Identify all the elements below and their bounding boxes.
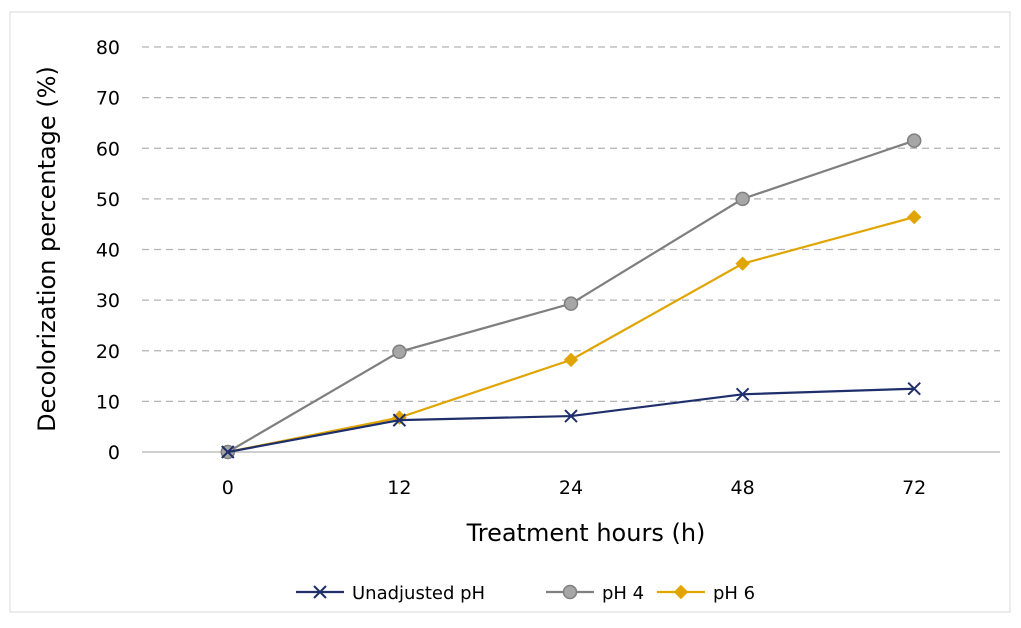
chart-border: [9, 11, 1011, 613]
x-tick-label: 48: [731, 477, 755, 499]
y-tick-label: 20: [96, 341, 120, 363]
y-tick-label: 60: [96, 138, 120, 160]
legend-marker: [673, 584, 689, 600]
legend-label: pH 6: [713, 583, 755, 604]
data-point: [906, 133, 922, 148]
y-tick-label: 80: [96, 37, 120, 59]
legend-item: pH 6: [657, 583, 755, 604]
data-point: [563, 296, 579, 311]
data-point: [735, 387, 750, 401]
legend-label: pH 4: [602, 583, 644, 604]
legend: Unadjusted pH pH 4 pH 6: [296, 583, 755, 604]
series-unadjusted-ph: [221, 382, 921, 459]
y-axis-tick-labels: 0 10 20 30 40 50 60 70 80: [96, 37, 120, 464]
data-point: [735, 256, 750, 271]
data-point: [392, 344, 407, 360]
x-tick-label: 72: [902, 477, 926, 499]
legend-item: pH 4: [546, 583, 644, 604]
y-tick-label: 0: [108, 442, 120, 464]
y-tick-label: 30: [96, 290, 120, 312]
x-tick-label: 24: [559, 477, 583, 499]
gridlines: [142, 46, 1000, 453]
legend-item: Unadjusted pH: [296, 583, 485, 604]
y-tick-label: 50: [96, 189, 120, 211]
data-point: [735, 191, 750, 207]
y-tick-label: 70: [96, 88, 120, 110]
legend-marker: [562, 584, 578, 600]
y-tick-label: 40: [96, 240, 120, 262]
data-point: [906, 209, 922, 225]
data-point: [907, 382, 921, 396]
y-tick-label: 10: [96, 391, 120, 413]
y-axis-title: Decolorization percentage (%): [33, 66, 61, 432]
data-point: [564, 409, 578, 423]
x-axis-tick-labels: 0 12 24 48 72: [222, 477, 927, 499]
legend-label: Unadjusted pH: [352, 583, 485, 604]
data-point: [563, 352, 579, 368]
x-tick-label: 12: [387, 477, 411, 499]
legend-marker: [313, 585, 327, 599]
data-point: [392, 413, 407, 427]
x-axis-title: Treatment hours (h): [466, 519, 706, 547]
x-tick-label: 0: [222, 477, 234, 499]
series-layer: [220, 133, 922, 460]
data-point: [221, 445, 235, 459]
